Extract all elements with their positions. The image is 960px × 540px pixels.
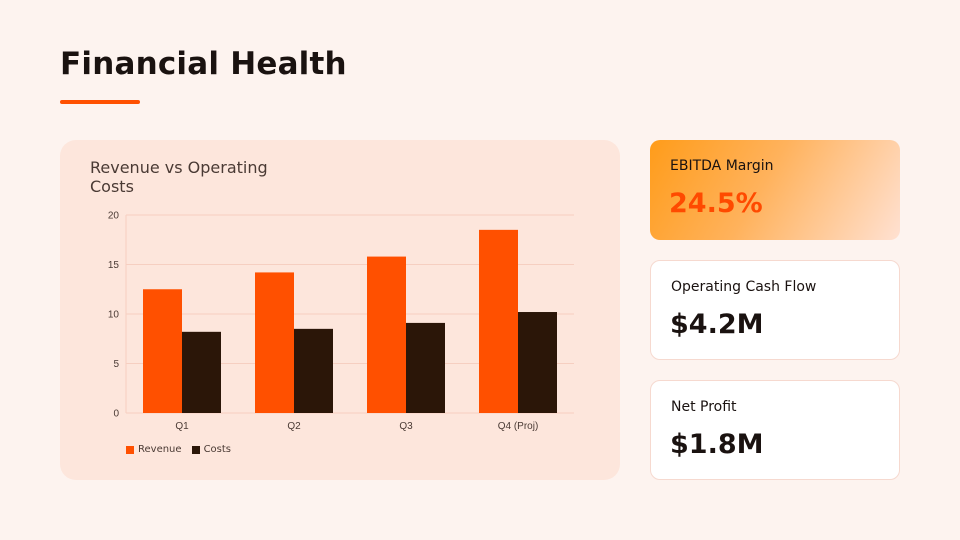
kpi-value: 24.5% xyxy=(669,188,763,219)
kpi-value: $1.8M xyxy=(670,429,764,460)
bar-costs-q1 xyxy=(182,331,221,413)
legend-label-revenue: Revenue xyxy=(138,444,182,455)
y-tick-label: 10 xyxy=(108,310,120,321)
y-tick-label: 15 xyxy=(108,260,120,271)
x-tick-label: Q1 xyxy=(175,421,189,432)
revenue-costs-chart: 0 5 10 15 20 Q1 Q2 Q3 Q4 (Proj) xyxy=(108,211,574,432)
x-tick-label: Q4 (Proj) xyxy=(498,421,539,432)
page-title: Financial Health xyxy=(60,46,347,82)
kpi-card-ebitda-margin: EBITDA Margin 24.5% xyxy=(650,140,900,240)
bar-costs-q4-proj- xyxy=(518,312,557,413)
bar-revenue-q1 xyxy=(143,289,182,413)
legend-swatch-costs xyxy=(191,445,200,454)
y-tick-label: 0 xyxy=(113,409,119,420)
legend-item-revenue: Revenue xyxy=(126,444,182,455)
bar-revenue-q3 xyxy=(367,256,406,413)
legend-swatch-revenue xyxy=(126,445,134,454)
kpi-value: $4.2M xyxy=(670,309,764,340)
legend-label-costs: Costs xyxy=(203,444,232,455)
kpi-label: Operating Cash Flow xyxy=(671,279,817,295)
kpi-card-operating-cash-flow: Operating Cash Flow $4.2M xyxy=(650,260,900,360)
x-tick-label: Q3 xyxy=(399,421,413,432)
chart-legend: Revenue Costs xyxy=(126,444,231,455)
chart-title: Revenue vs Operating Costs xyxy=(90,158,268,196)
y-tick-label: 20 xyxy=(108,211,120,222)
kpi-label: Net Profit xyxy=(671,399,737,415)
bar-revenue-q4-proj- xyxy=(479,229,518,413)
kpi-label: EBITDA Margin xyxy=(670,158,774,174)
bar-costs-q3 xyxy=(406,322,445,413)
y-tick-label: 5 xyxy=(113,359,119,370)
title-underline xyxy=(60,100,140,104)
bar-revenue-q2 xyxy=(255,272,294,413)
legend-item-costs: Costs xyxy=(191,444,232,455)
chart-card: Revenue vs Operating Costs 0 5 10 15 20 Q1 Q2 Q… xyxy=(60,140,620,480)
x-tick-label: Q2 xyxy=(287,421,301,432)
bar-costs-q2 xyxy=(294,328,333,413)
kpi-card-net-profit: Net Profit $1.8M xyxy=(650,380,900,480)
